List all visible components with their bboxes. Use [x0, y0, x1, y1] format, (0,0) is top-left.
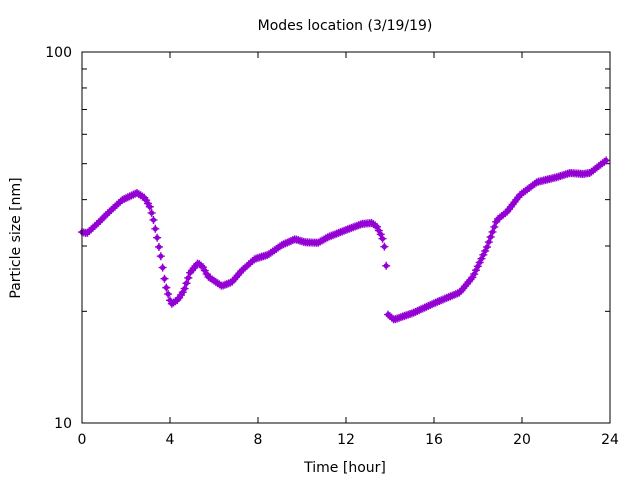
- data-point: [180, 284, 189, 293]
- y-axis-label: Particle size [nm]: [8, 177, 24, 298]
- x-tick-label: 16: [425, 432, 443, 448]
- data-point: [149, 215, 158, 224]
- data-point: [182, 279, 191, 288]
- data-point: [151, 224, 160, 233]
- axis-ticks: 0 4 8 12 16 20 24 10 100: [45, 45, 619, 448]
- x-tick-label: 8: [254, 432, 263, 448]
- x-tick-label: 24: [601, 432, 619, 448]
- x-tick-label: 0: [78, 432, 87, 448]
- y-tick-label: 10: [54, 416, 72, 432]
- data-point: [184, 273, 193, 282]
- data-point: [378, 234, 387, 243]
- data-point: [380, 242, 389, 251]
- data-point: [147, 208, 156, 217]
- data-point: [602, 156, 611, 165]
- data-point: [153, 233, 162, 242]
- x-tick-label: 12: [337, 432, 355, 448]
- x-tick-label: 20: [513, 432, 531, 448]
- y-tick-label: 100: [45, 45, 72, 61]
- data-point: [164, 290, 173, 299]
- data-point: [158, 263, 167, 272]
- data-point: [160, 274, 169, 283]
- data-point: [145, 202, 154, 211]
- x-tick-label: 4: [166, 432, 175, 448]
- data-points: [78, 156, 611, 324]
- plot-frame: [81, 51, 611, 424]
- data-point: [382, 261, 391, 270]
- chart-title: Modes location (3/19/19): [258, 18, 433, 34]
- data-point: [154, 242, 163, 251]
- x-axis-label: Time [hour]: [303, 460, 386, 476]
- data-point: [162, 283, 171, 292]
- data-point: [156, 252, 165, 261]
